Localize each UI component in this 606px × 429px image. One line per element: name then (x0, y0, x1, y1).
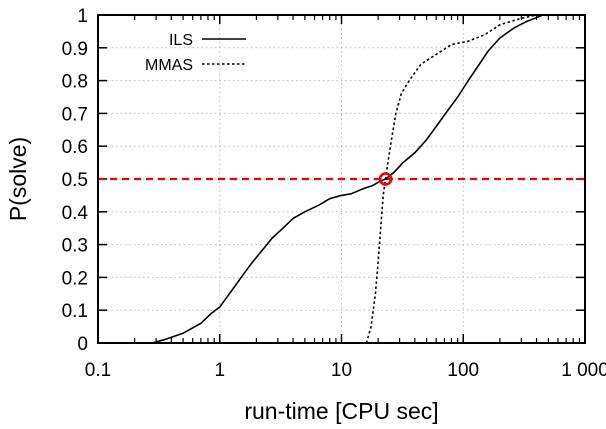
x-tick-label: 10 (331, 360, 352, 381)
x-tick-label: 100 (447, 360, 479, 381)
y-tick-label: 0.1 (62, 301, 88, 322)
y-tick-label: 0.9 (62, 39, 88, 60)
y-tick-label: 0.8 (62, 72, 88, 93)
x-axis-title: run-time [CPU sec] (244, 398, 438, 424)
plot-frame (97, 14, 586, 344)
series-line-ils (152, 14, 585, 344)
y-axis-title: P(solve) (5, 137, 31, 221)
legend: ILS MMAS (145, 32, 246, 74)
legend-label-mmas: MMAS (145, 57, 193, 74)
legend-label-ils: ILS (169, 32, 193, 49)
y-tick-label: 0.6 (62, 137, 88, 158)
marker-group (378, 172, 393, 186)
y-tick-label: 0.5 (62, 170, 88, 191)
intersection-marker (378, 172, 393, 186)
y-axis-ticks: 0 0.1 0.2 0.3 0.4 0.5 0.6 0.7 0.8 0.9 1 (62, 6, 585, 355)
series-lines (152, 14, 585, 344)
x-tick-label: 0.1 (85, 360, 111, 381)
x-tick-label: 1 000 (561, 360, 606, 381)
y-tick-label: 0.2 (62, 268, 88, 289)
x-tick-label: 1 (214, 360, 225, 381)
y-tick-label: 1 (77, 6, 88, 27)
y-tick-label: 0.3 (62, 236, 88, 257)
series-line-mmas (365, 14, 585, 344)
y-tick-label: 0.7 (62, 104, 88, 125)
y-tick-label: 0.4 (62, 203, 89, 224)
y-tick-label: 0 (77, 334, 88, 355)
